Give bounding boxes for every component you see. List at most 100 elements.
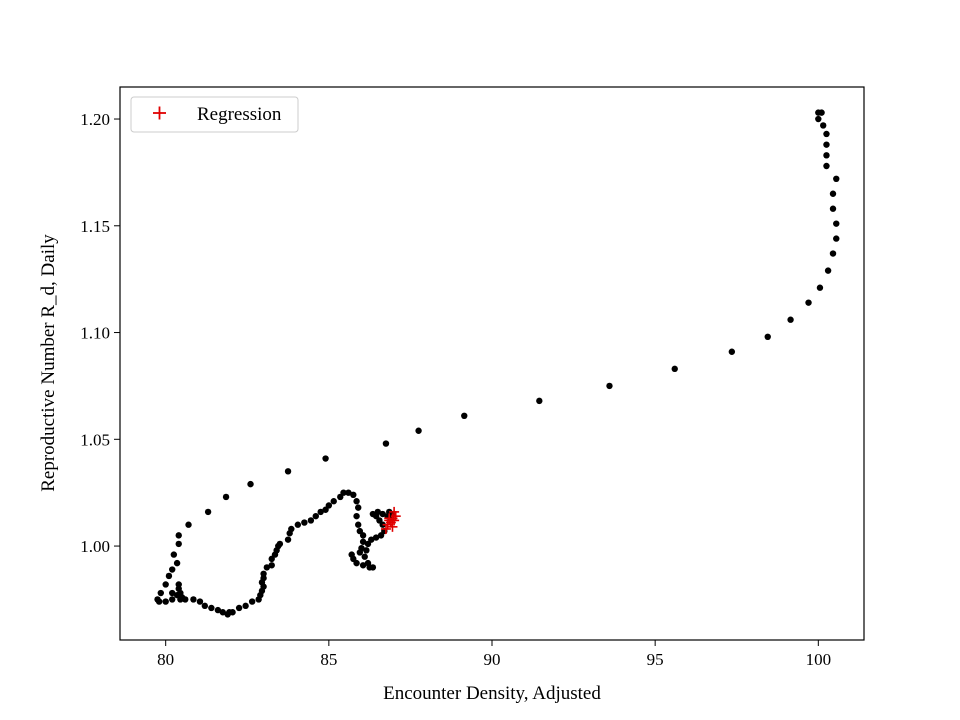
- legend: Regression: [130, 96, 299, 133]
- data-point: [284, 468, 292, 475]
- x-tick-label: 80: [157, 650, 174, 669]
- data-point: [461, 412, 468, 420]
- legend-box: [130, 96, 299, 133]
- data-point: [823, 141, 830, 148]
- data-point: [340, 489, 347, 496]
- data-point: [359, 538, 367, 545]
- data-point: [764, 333, 771, 341]
- x-tick-label: 90: [484, 650, 501, 669]
- data-point: [355, 521, 362, 528]
- regression-point: [389, 506, 400, 517]
- data-point: [824, 267, 832, 274]
- data-point: [190, 596, 197, 603]
- y-axis: 1.00 1.05 1.10 1.15 1.20: [80, 110, 120, 556]
- data-point: [728, 348, 736, 355]
- data-point: [196, 598, 204, 605]
- data-point: [353, 498, 360, 505]
- data-point: [833, 235, 840, 242]
- data-point: [169, 596, 176, 603]
- data-point: [369, 564, 377, 571]
- data-point: [372, 534, 380, 541]
- data-point: [671, 365, 678, 373]
- plot-area-frame: [119, 86, 865, 641]
- data-point: [818, 109, 825, 116]
- data-point: [170, 551, 178, 558]
- data-point: [229, 609, 236, 616]
- data-point: [382, 440, 390, 447]
- data-point: [353, 512, 360, 520]
- data-point: [363, 547, 370, 554]
- data-point: [284, 536, 292, 543]
- y-axis-label: Reproductive Number R_d, Daily: [38, 234, 59, 492]
- data-point: [330, 498, 337, 505]
- data-point: [175, 581, 182, 588]
- data-point: [353, 559, 360, 567]
- data-point: [260, 570, 267, 578]
- data-point: [235, 604, 243, 612]
- data-point: [301, 519, 308, 526]
- y-tick-label: 1.20: [80, 110, 110, 129]
- regression-point: [389, 515, 400, 526]
- data-point: [294, 521, 302, 528]
- data-point: [317, 508, 324, 516]
- data-point: [361, 553, 368, 560]
- data-point: [823, 162, 830, 170]
- data-point: [247, 480, 254, 488]
- data-point: [288, 525, 295, 533]
- data-point: [169, 589, 176, 597]
- data-point: [157, 589, 164, 597]
- data-point: [155, 598, 163, 605]
- legend-label-regression: Regression: [197, 104, 282, 125]
- data-point: [350, 491, 357, 499]
- data-point: [829, 205, 837, 212]
- data-point: [242, 602, 249, 610]
- data-point: [606, 382, 613, 390]
- data-point: [263, 564, 271, 571]
- data-point: [829, 250, 837, 257]
- data-point: [219, 609, 226, 616]
- data-point: [322, 455, 329, 462]
- data-point: [355, 504, 362, 511]
- data-point: [204, 508, 212, 516]
- data-point: [815, 115, 822, 123]
- data-point: [182, 596, 189, 603]
- data-point: [185, 521, 192, 528]
- regression-point: [390, 511, 401, 522]
- data-point: [307, 517, 315, 524]
- data-point: [162, 598, 169, 605]
- data-point: [415, 427, 422, 434]
- data-point: [787, 316, 794, 323]
- data-point: [175, 532, 182, 539]
- data-point: [162, 581, 169, 588]
- data-point: [823, 152, 830, 159]
- data-point: [833, 175, 840, 183]
- data-point: [368, 536, 375, 543]
- data-point: [369, 510, 377, 518]
- x-tick-label: 100: [806, 650, 832, 669]
- data-point: [312, 512, 319, 520]
- data-point: [248, 598, 256, 605]
- x-tick-label: 95: [647, 650, 664, 669]
- data-point: [222, 493, 230, 501]
- data-point: [208, 604, 215, 612]
- x-axis: 80 85 90 95 100: [157, 640, 831, 669]
- data-point: [165, 572, 173, 580]
- data-point: [325, 502, 333, 509]
- data-point: [169, 566, 176, 573]
- regression-points-series: [380, 506, 401, 534]
- x-axis-label: Encounter Density, Adjusted: [383, 683, 601, 704]
- data-point: [345, 489, 352, 496]
- data-point: [833, 220, 840, 227]
- data-point: [364, 559, 372, 567]
- data-point: [201, 602, 209, 610]
- data-point: [173, 559, 181, 567]
- y-tick-label: 1.05: [80, 430, 110, 449]
- regression-point: [384, 513, 395, 524]
- y-tick-label: 1.10: [80, 324, 110, 343]
- data-point: [268, 562, 275, 569]
- data-point: [805, 299, 812, 306]
- legend-marker-regression: [153, 106, 166, 120]
- data-point: [276, 540, 284, 548]
- data-point: [175, 540, 182, 548]
